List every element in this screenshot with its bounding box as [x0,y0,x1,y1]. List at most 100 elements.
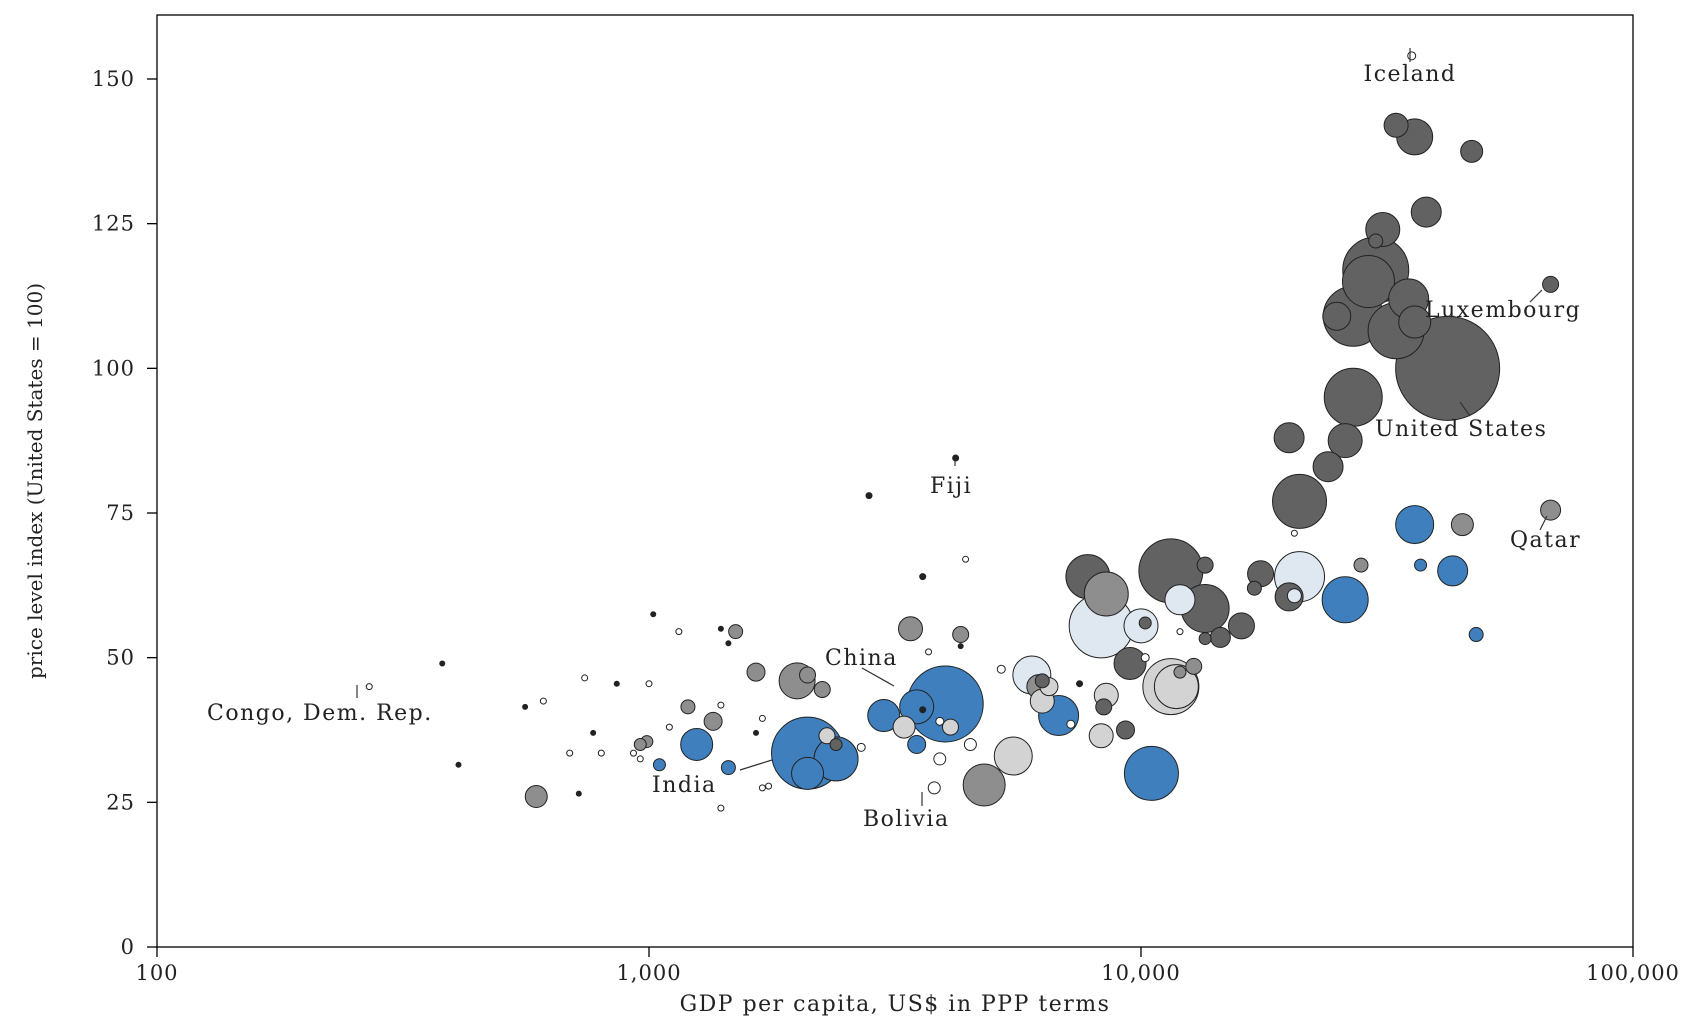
data-point [829,737,843,751]
data-point [1290,529,1298,537]
data-point [581,674,589,682]
data-point [636,755,644,763]
label-india: India [652,773,717,798]
data-point [1540,499,1562,521]
data-point [799,666,817,684]
data-point [925,648,933,656]
y-tick-label: 125 [92,212,135,236]
data-point [1113,646,1147,680]
data-point [597,749,605,757]
data-point [1123,745,1179,801]
data-point [746,662,766,682]
data-point [1460,139,1484,163]
data-point [919,573,927,581]
data-point [629,749,637,757]
data-point [996,664,1006,674]
annotation-leaders [356,48,1548,806]
annotation-labels: Iceland Luxembourg United States Qatar F… [207,62,1581,832]
data-point [941,718,959,736]
leader-united-states [1459,401,1471,417]
data-point [865,492,873,500]
data-point [1353,557,1369,573]
data-point [1450,513,1474,537]
data-point [753,729,760,736]
data-point [1196,556,1214,574]
data-point [439,660,446,667]
data-point [675,628,683,636]
data-point [575,790,582,797]
data-point [1173,665,1187,679]
x-axis: 100 1,000 10,000 100,000 [135,947,1679,985]
data-point [1410,196,1442,228]
data-point [728,624,744,640]
y-tick-label: 100 [92,356,135,380]
label-qatar: Qatar [1510,528,1581,553]
data-point [962,763,1006,807]
data-point [1034,673,1050,689]
data-point [1414,558,1428,572]
data-point [758,784,766,792]
data-point [1321,576,1369,624]
data-point [539,697,547,705]
data-point [1312,451,1344,483]
leader-china [861,667,895,687]
data-point [524,785,548,809]
data-point [919,706,927,714]
data-point [1246,580,1262,596]
data-point [935,716,945,726]
y-tick-label: 150 [92,67,135,91]
data-point [1198,632,1212,646]
data-point [717,804,725,812]
data-point [590,729,597,736]
x-tick-label: 100 [135,961,178,985]
data-point [1286,588,1302,604]
data-point [897,616,923,642]
data-point [680,727,714,761]
data-point [717,625,724,632]
data-point [892,715,916,739]
y-axis: 0 25 50 75 100 125 150 [92,67,157,959]
data-point [927,781,941,795]
y-axis-title: price level index (United States = 100) [23,283,47,679]
data-point [1227,612,1255,640]
data-point [645,680,653,688]
leader-qatar [1539,515,1548,531]
label-luxembourg: Luxembourg [1425,298,1581,323]
data-point [720,760,736,776]
data-point [665,723,673,731]
x-tick-label: 100,000 [1586,961,1680,985]
data-point [952,626,970,644]
y-tick-label: 25 [106,790,135,814]
label-fiji: Fiji [930,474,972,499]
data-point [791,756,825,790]
data-point [1323,367,1383,427]
data-point [703,711,723,731]
data-point [856,742,866,752]
data-point [962,555,970,563]
x-axis-title: GDP per capita, US$ in PPP terms [680,992,1111,1017]
y-tick-label: 50 [106,646,135,670]
leader-india [739,759,773,771]
data-point [1407,51,1417,61]
x-tick-label: 1,000 [616,961,681,985]
y-tick-label: 75 [106,501,135,525]
data-point [758,714,766,722]
data-point [1153,664,1199,710]
data-point [1341,255,1395,309]
bubble-layer [365,51,1562,812]
data-point [1272,473,1328,529]
label-iceland: Iceland [1364,62,1457,87]
data-point [1164,584,1196,616]
data-point [725,640,732,647]
data-point [933,752,947,766]
data-point [1383,112,1409,138]
data-point [952,454,960,462]
data-point [1083,571,1129,617]
data-point [680,699,696,715]
data-point [1138,616,1152,630]
data-point [455,761,462,768]
data-point [1395,505,1435,545]
label-united-states: United States [1375,417,1547,442]
data-point [1076,680,1084,688]
